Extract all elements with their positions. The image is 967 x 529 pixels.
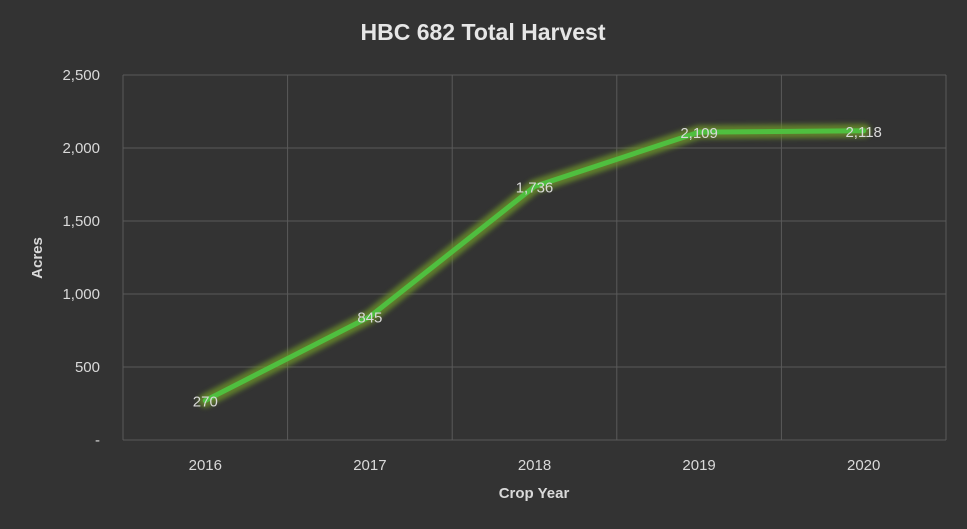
y-tick-label: - bbox=[95, 432, 100, 449]
x-axis-title: Crop Year bbox=[499, 485, 570, 502]
data-label: 845 bbox=[357, 310, 382, 327]
y-axis-tick-labels: - 500 1,000 1,500 2,000 2,500 bbox=[62, 67, 100, 449]
data-labels: 270 845 1,736 2,109 2,118 bbox=[193, 124, 882, 411]
data-point bbox=[861, 128, 867, 134]
x-tick-label: 2016 bbox=[189, 457, 222, 474]
y-tick-label: 2,000 bbox=[62, 140, 100, 157]
y-tick-label: 1,000 bbox=[62, 286, 100, 303]
data-point bbox=[367, 314, 373, 320]
data-label: 2,118 bbox=[845, 124, 881, 141]
series-line-group bbox=[198, 123, 871, 408]
data-label: 270 bbox=[193, 394, 218, 411]
x-tick-label: 2020 bbox=[847, 457, 880, 474]
y-tick-label: 2,500 bbox=[62, 67, 100, 84]
data-label: 2,109 bbox=[680, 125, 718, 142]
data-point bbox=[202, 398, 208, 404]
data-point bbox=[532, 184, 537, 190]
data-label: 1,736 bbox=[516, 180, 554, 197]
x-tick-label: 2017 bbox=[353, 457, 386, 474]
y-tick-label: 500 bbox=[75, 359, 100, 376]
x-tick-label: 2018 bbox=[518, 457, 551, 474]
data-point bbox=[696, 129, 702, 135]
chart-title: HBC 682 Total Harvest bbox=[361, 19, 606, 45]
y-tick-label: 1,500 bbox=[62, 213, 100, 230]
x-axis-tick-labels: 2016 2017 2018 2019 2020 bbox=[189, 457, 881, 474]
y-axis-title: Acres bbox=[29, 237, 46, 279]
x-tick-label: 2019 bbox=[682, 457, 715, 474]
